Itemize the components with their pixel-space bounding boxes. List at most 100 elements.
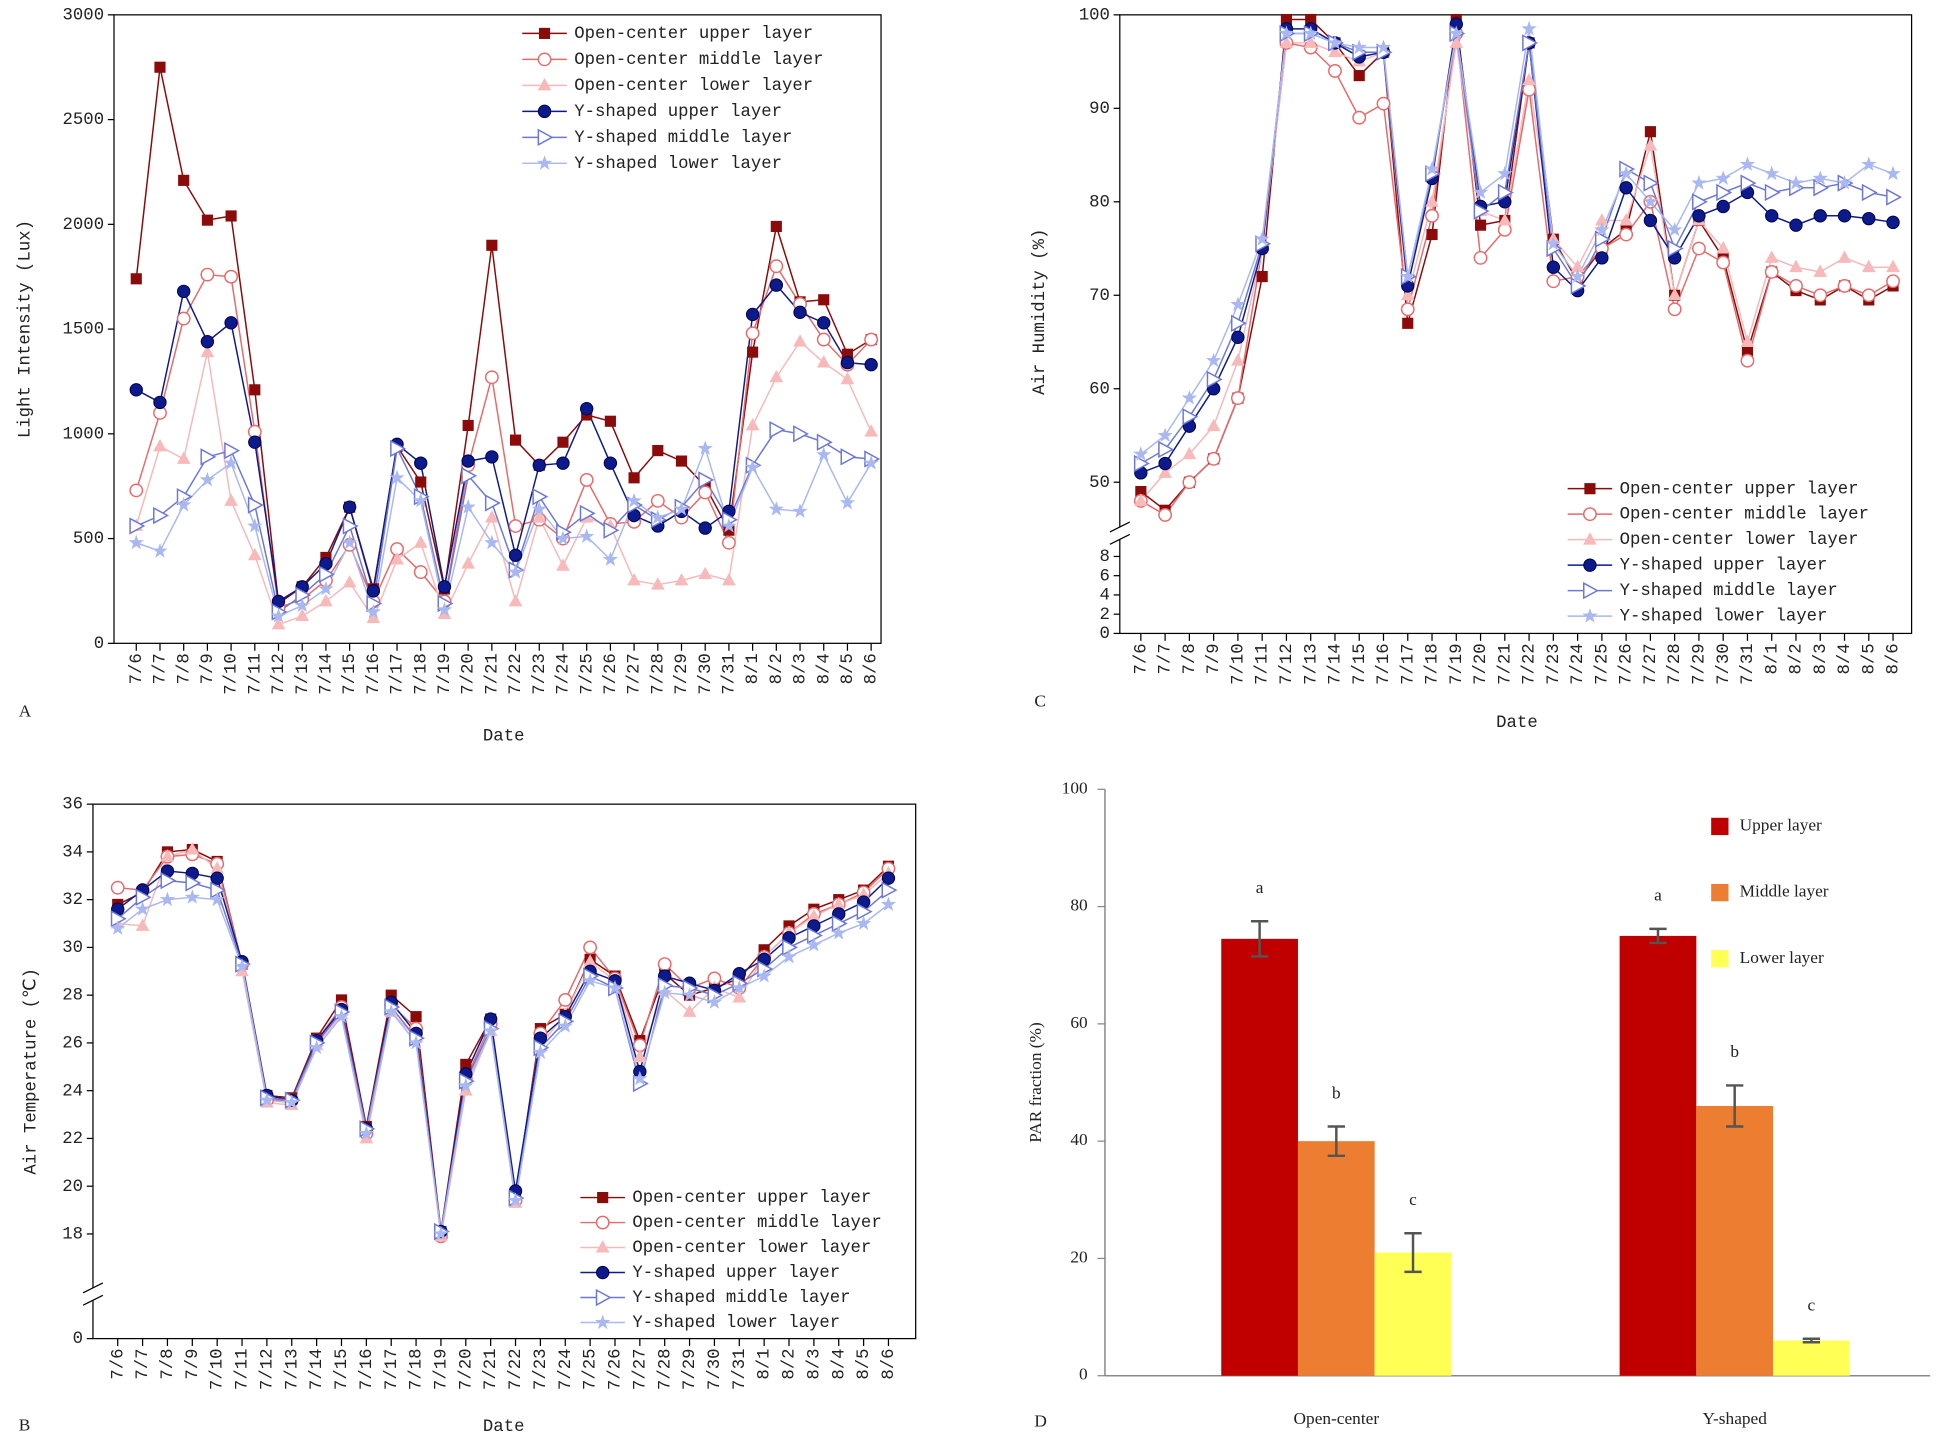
marker [383, 1003, 399, 1019]
marker [1885, 165, 1901, 181]
marker [781, 948, 797, 964]
marker [745, 418, 760, 431]
significance-letter: b [1730, 1042, 1739, 1061]
y-tick-label: 28 [62, 987, 83, 1006]
x-tick-label: 7/24 [1569, 643, 1588, 685]
marker [531, 501, 547, 516]
marker [1584, 483, 1596, 495]
marker [1206, 370, 1223, 389]
marker [224, 316, 238, 330]
x-tick-label: 7/11 [1254, 643, 1273, 685]
marker [176, 451, 191, 464]
marker [1449, 35, 1464, 48]
marker [248, 435, 262, 449]
y-tick-label: 22 [62, 1130, 83, 1149]
x-tick-label: 7/16 [358, 1349, 377, 1391]
legend-swatch [1711, 817, 1729, 836]
marker [458, 1077, 474, 1093]
marker [483, 1023, 499, 1038]
marker [1643, 138, 1658, 151]
marker [1764, 165, 1780, 181]
x-tick-label: 7/19 [1448, 643, 1467, 685]
x-tick-label: 8/4 [1836, 643, 1855, 674]
x-tick-label: 7/30 [697, 653, 716, 695]
marker [1570, 277, 1587, 295]
marker [1789, 278, 1803, 293]
marker [128, 534, 144, 550]
marker [1691, 175, 1707, 190]
marker [816, 433, 833, 451]
marker [509, 434, 522, 446]
legend-label: Open-center lower layer [1620, 531, 1859, 550]
marker [1448, 25, 1464, 41]
marker [159, 891, 176, 907]
x-tick-label: 8/2 [1788, 643, 1807, 674]
marker [225, 210, 237, 222]
series-line [135, 428, 872, 614]
series-line [135, 340, 872, 626]
marker [756, 968, 772, 983]
marker [1691, 241, 1706, 256]
marker [1182, 446, 1197, 460]
marker [1497, 222, 1512, 237]
marker [747, 346, 759, 358]
x-tick-label: Y-shaped [1702, 1409, 1767, 1428]
series-line [1140, 24, 1894, 474]
marker [415, 476, 427, 488]
marker [110, 920, 126, 935]
marker [460, 499, 476, 514]
marker [732, 990, 747, 1003]
y-tick-label: 0 [1079, 1365, 1088, 1384]
x-tick-label: 7/9 [1205, 643, 1224, 674]
marker [110, 880, 125, 895]
marker [698, 485, 713, 500]
marker [1473, 202, 1490, 220]
x-tick-label: 7/23 [532, 1349, 551, 1391]
marker [1667, 302, 1682, 317]
marker [1740, 174, 1757, 192]
marker [1305, 13, 1317, 26]
marker [721, 517, 737, 533]
marker [856, 902, 873, 921]
marker [1206, 352, 1222, 368]
marker [806, 937, 822, 952]
marker [1134, 493, 1148, 506]
x-tick-label: 7/16 [365, 653, 384, 695]
marker [793, 334, 807, 347]
x-tick-label: 7/18 [1424, 643, 1443, 685]
marker [209, 891, 225, 907]
bar [1221, 938, 1298, 1376]
marker [1582, 608, 1598, 623]
marker [1472, 184, 1489, 199]
marker [365, 603, 381, 619]
marker [130, 273, 142, 285]
marker [135, 918, 150, 931]
marker [579, 504, 596, 523]
marker [235, 963, 249, 977]
y-tick-label: 1000 [63, 425, 105, 444]
marker [1327, 34, 1343, 50]
y-tick-label: 500 [73, 530, 104, 549]
marker [224, 441, 241, 460]
x-tick-label: 7/6 [128, 653, 147, 684]
marker [200, 448, 217, 466]
marker [294, 597, 310, 613]
marker [1424, 161, 1440, 176]
x-tick-label: 7/21 [483, 653, 502, 695]
marker [247, 517, 263, 533]
marker [284, 1094, 300, 1110]
marker [1402, 317, 1414, 329]
legend-label: Open-center upper layer [1620, 480, 1859, 499]
marker [259, 1092, 275, 1107]
x-tick-label: 8/3 [805, 1349, 824, 1380]
x-tick-label: 7/17 [389, 653, 408, 695]
marker [1474, 219, 1487, 231]
marker [538, 27, 551, 39]
marker [863, 455, 879, 470]
y-tick-label: 36 [62, 796, 83, 815]
x-tick-label: 8/6 [880, 1349, 899, 1380]
x-tick-label: 7/31 [731, 1349, 750, 1391]
marker [1618, 165, 1634, 181]
x-tick-label: 7/24 [555, 653, 574, 695]
